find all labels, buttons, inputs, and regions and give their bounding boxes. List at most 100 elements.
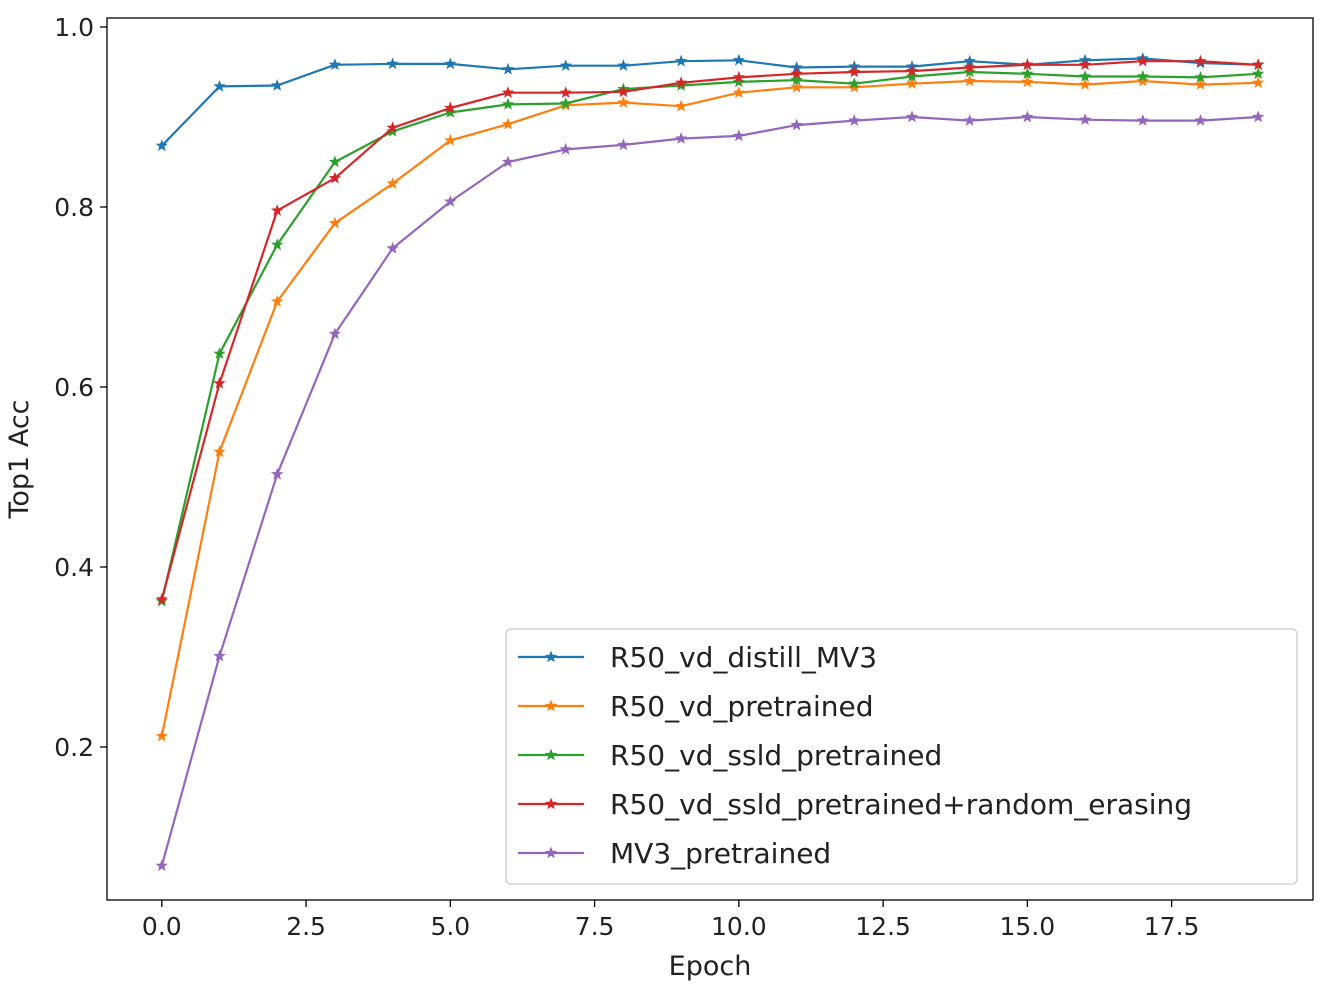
data-point-star [848, 65, 861, 78]
data-point-star [1078, 58, 1092, 71]
series-layer [155, 52, 1265, 872]
y-tick-label: 0.6 [54, 373, 94, 402]
data-point-star [617, 138, 630, 151]
y-tick-label: 0.4 [54, 553, 94, 582]
data-point-star [675, 76, 688, 89]
data-point-star [963, 65, 976, 78]
data-point-star [213, 347, 226, 359]
data-point-star [271, 79, 284, 91]
data-point-star [386, 241, 399, 254]
x-axis: 0.0 2.5 5.0 7.5 10.0 12.5 15.0 17.5 [142, 900, 1200, 941]
data-point-star [501, 86, 515, 98]
series-line [161, 57, 1259, 147]
data-point-star [905, 64, 919, 77]
data-point-star [617, 59, 630, 71]
data-point-star [444, 195, 457, 207]
data-point-star [732, 70, 745, 83]
data-point-star [617, 85, 630, 98]
series-1 [155, 74, 1265, 742]
x-tick-label: 5.0 [430, 912, 470, 941]
data-point-star [848, 114, 861, 126]
data-point-star [1078, 78, 1092, 90]
legend-item: R50_vd_ssld_pretrained+random_erasing [518, 788, 1192, 821]
data-point-star [905, 110, 919, 123]
x-tick-label: 7.5 [575, 912, 615, 941]
data-point-star [1078, 113, 1092, 125]
data-point-star [271, 295, 284, 307]
legend-item: MV3_pretrained [518, 837, 831, 870]
legend: R50_vd_distill_MV3 R50_vd_pretrained R50_v… [505, 628, 1298, 885]
x-axis-label: Epoch [669, 951, 752, 982]
data-point-star [444, 57, 457, 70]
legend-item: R50_vd_pretrained [518, 690, 874, 723]
data-point-star [501, 97, 515, 110]
data-point-star [1078, 70, 1092, 82]
data-point-star [732, 53, 745, 66]
legend-star-icon [544, 699, 558, 712]
data-point-star [328, 58, 342, 71]
data-point-star [386, 124, 399, 137]
data-point-star [1194, 70, 1207, 83]
series-line [160, 60, 1259, 600]
legend-label: MV3_pretrained [610, 837, 831, 870]
data-point-star [790, 80, 803, 93]
data-point-star [271, 238, 284, 251]
data-point-star [963, 114, 976, 126]
data-point-star [1252, 58, 1265, 71]
data-point-star [1021, 110, 1034, 123]
data-point-star [1252, 67, 1265, 80]
x-tick-label: 12.5 [855, 912, 911, 941]
data-point-star [617, 96, 630, 108]
data-point-star [848, 77, 861, 89]
data-point-star [559, 86, 572, 98]
data-point-star [963, 61, 976, 73]
data-point-star [328, 216, 342, 229]
legend-box [505, 628, 1298, 885]
data-point-star [213, 445, 226, 458]
data-point-star [271, 204, 284, 216]
data-point-star [559, 97, 572, 109]
data-point-star [1136, 74, 1149, 87]
legend-item: R50_vd_distill_MV3 [518, 641, 877, 674]
y-axis: 0.2 0.4 0.6 0.8 1.0 [54, 13, 107, 762]
data-point-star [328, 327, 342, 340]
plot-frame [106, 17, 1314, 901]
data-point-star [1194, 54, 1207, 67]
series-line [160, 79, 1259, 737]
data-point-star [501, 117, 515, 130]
legend-star-icon [544, 748, 558, 761]
data-point-star [213, 79, 226, 92]
data-point-star [501, 62, 515, 75]
data-point-star [328, 171, 342, 184]
data-point-star [386, 177, 399, 189]
data-point-star [963, 54, 976, 67]
x-tick-label: 10.0 [711, 912, 767, 941]
legend-star-icon [544, 797, 558, 810]
x-tick-label: 2.5 [286, 912, 326, 941]
data-point-star [905, 77, 919, 89]
data-point-star [444, 133, 457, 146]
series-line [160, 115, 1259, 867]
data-point-star [386, 57, 399, 70]
y-tick-label: 0.8 [54, 193, 94, 222]
data-point-star [155, 592, 168, 605]
data-point-star [1252, 76, 1265, 89]
data-point-star [963, 74, 976, 87]
data-point-star [1194, 114, 1207, 126]
data-point-star [732, 75, 745, 88]
data-point-star [1136, 114, 1149, 126]
data-point-star [444, 101, 457, 114]
series-2 [155, 65, 1265, 607]
data-point-star [790, 118, 803, 131]
data-point-star [675, 54, 688, 67]
data-point-star [155, 729, 168, 742]
data-point-star [501, 155, 515, 168]
data-point-star [1021, 58, 1034, 71]
legend-label: R50_vd_pretrained [610, 690, 874, 723]
x-tick-label: 17.5 [1144, 912, 1200, 941]
data-point-star [271, 467, 284, 480]
data-point-star [213, 376, 226, 389]
data-point-star [155, 859, 168, 872]
y-tick-label: 0.2 [54, 733, 94, 762]
